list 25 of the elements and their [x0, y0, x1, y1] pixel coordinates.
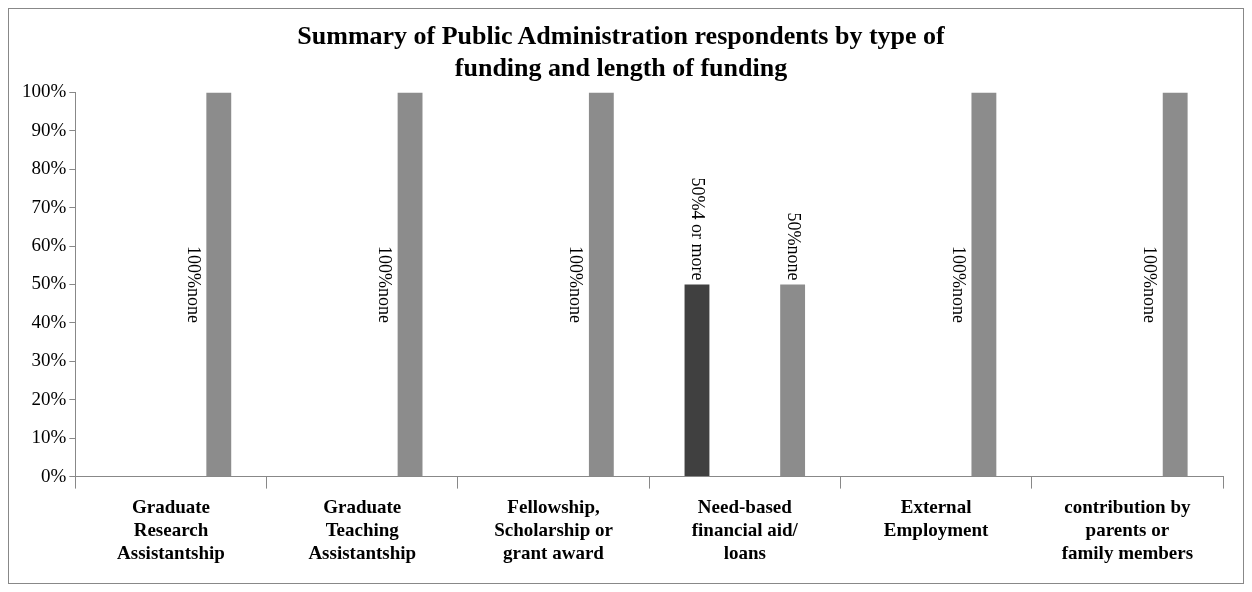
data-label: 100%none: [948, 246, 969, 323]
x-tick-label: Need-based financial aid/ loans: [691, 495, 799, 563]
y-tick-label: 60%: [31, 234, 67, 256]
y-tick-label: 80%: [31, 157, 67, 179]
y-tick-label: 10%: [31, 426, 67, 448]
y-tick-label: 90%: [31, 118, 67, 140]
y-tick-label: 70%: [31, 195, 67, 217]
y-tick-label: 20%: [31, 387, 67, 409]
x-tick-label: External Employment: [883, 495, 989, 540]
data-label: 100%none: [566, 246, 587, 323]
x-tick-label: Graduate Teaching Assistantship: [308, 495, 417, 563]
x-tick-label: contribution by parents or family members: [1061, 495, 1194, 563]
y-tick-label: 100%: [22, 80, 67, 102]
x-tick-label: Fellowship, Scholarship or grant award: [494, 495, 614, 563]
data-label: 50%none: [783, 212, 804, 281]
chart-title: Summary of Public Administration respondents by type of funding and length of funding: [297, 21, 946, 82]
x-tick-label: Graduate Research Assistantship: [117, 495, 225, 563]
y-tick-label: 30%: [31, 349, 67, 371]
data-label: 100%none: [1140, 246, 1161, 323]
data-label: 100%none: [374, 246, 395, 323]
data-label: 50%4 or more: [688, 177, 709, 281]
y-tick-label: 50%: [31, 272, 67, 294]
data-label: 100%none: [183, 246, 204, 323]
y-tick-label: 40%: [31, 310, 67, 332]
y-tick-label: 0%: [41, 464, 67, 486]
